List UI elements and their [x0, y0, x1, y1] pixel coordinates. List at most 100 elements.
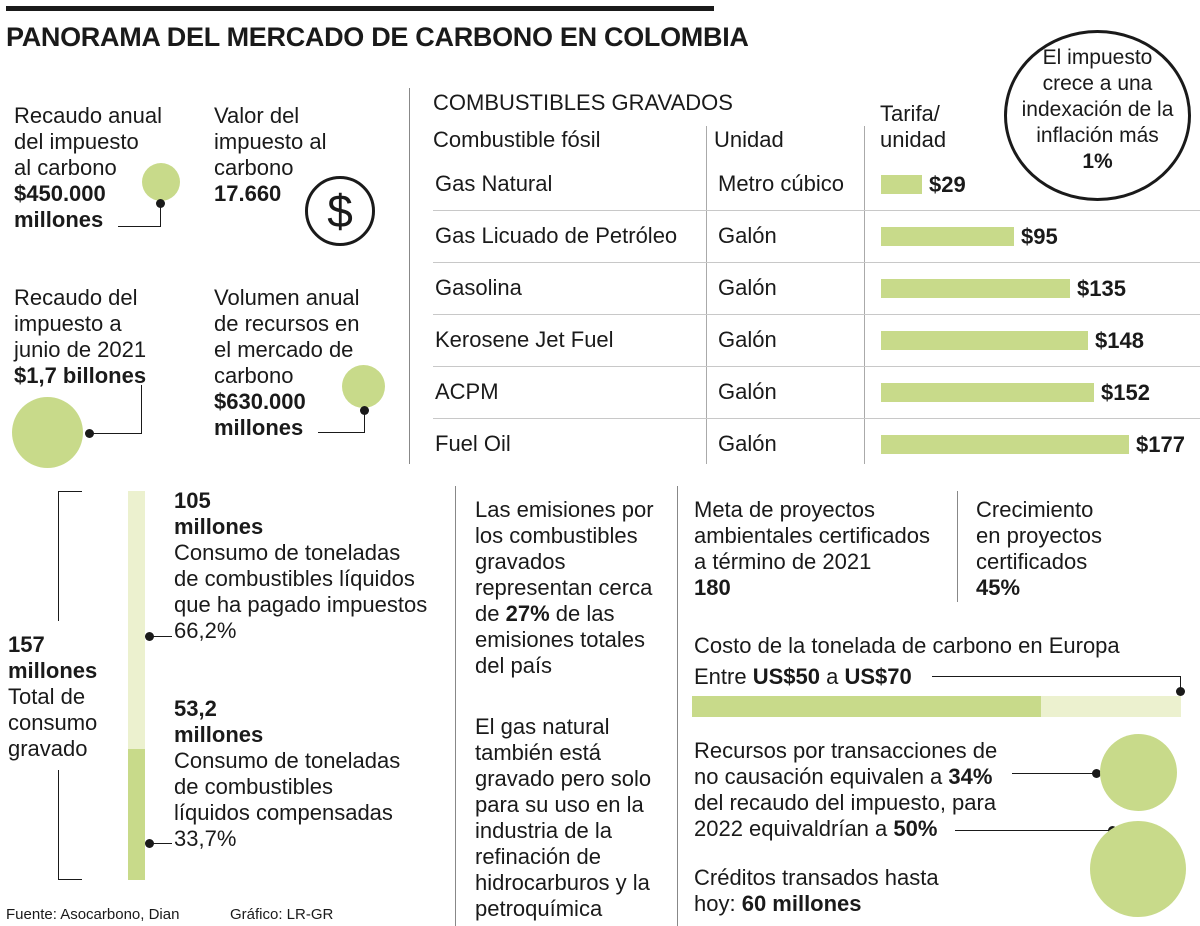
tariff-value-label: $29 [929, 172, 966, 197]
fuel-name: Gas Licuado de Petróleo [435, 223, 678, 248]
stat-label-line: del impuesto [14, 129, 139, 154]
creditos-value: 60 millones [741, 891, 862, 916]
stat-label-line: Volumen anual [214, 285, 360, 310]
stat-label-line: Recaudo del [14, 285, 138, 310]
europa-range-bar [692, 696, 1181, 717]
leader-line [150, 636, 172, 637]
creditos-text: Créditos transados hasta hoy: 60 millone… [694, 865, 939, 917]
recursos-line: del recaudo del impuesto, para [694, 790, 997, 815]
europa-low: US$50 [752, 664, 820, 689]
pagado-value-line: 105 [174, 488, 211, 513]
stat-label-line: de recursos en [214, 311, 360, 336]
compensado-pct: 33,7% [174, 826, 237, 851]
stat-label-line: Valor del [214, 103, 300, 128]
page-title: PANORAMA DEL MERCADO DE CARBONO EN COLOM… [6, 22, 749, 52]
compensado-dot [145, 839, 154, 848]
stat-value: 17.660 [214, 181, 282, 206]
creditos-line: Créditos transados hasta [694, 865, 939, 890]
stat-label-line: carbono [214, 155, 294, 180]
column-divider [677, 486, 678, 926]
recursos-pct-50: 50% [893, 816, 938, 841]
column-divider [409, 88, 410, 464]
volumen-anual-bubble [342, 365, 385, 408]
crecimiento-label-line: en proyectos [976, 523, 1102, 548]
tariff-bar [881, 383, 1094, 402]
crecimiento-proyectos: Crecimiento en proyectos certificados 45… [976, 497, 1102, 601]
fuel-unit: Galón [718, 431, 777, 456]
emisiones-line: del país [475, 653, 553, 678]
crecimiento-label-line: certificados [976, 549, 1088, 574]
table-row-divider [433, 314, 1200, 315]
consumo-total: 157 millones Total de consumo gravado [8, 632, 97, 762]
europa-title: Costo de la tonelada de carbono en Europ… [694, 633, 1120, 658]
segment-compensado [128, 749, 145, 880]
badge-line: inflación más [1036, 124, 1159, 147]
total-label-line: gravado [8, 736, 88, 761]
fuel-unit: Galón [718, 327, 777, 352]
total-value-line: millones [8, 658, 98, 683]
badge-line: crece a una [1042, 72, 1153, 95]
tariff-bar [881, 435, 1129, 454]
badge-value: 1% [1082, 150, 1113, 173]
leader-line [90, 433, 142, 434]
consumo-compensado: 53,2 millones Consumo de toneladas de co… [174, 696, 400, 852]
recursos-dot-34 [1092, 769, 1101, 778]
footer-source: Fuente: Asocarbono, Dian [6, 906, 180, 923]
europa-high: US$70 [844, 664, 912, 689]
emisiones-line: emisiones totales [475, 627, 645, 652]
meta-proyectos: Meta de proyectos ambientales certificad… [694, 497, 930, 601]
emisiones-pre: de [475, 601, 506, 626]
recursos-text: Recursos por transacciones de no causaci… [694, 738, 997, 842]
tariff-bar [881, 175, 922, 194]
gas-note-line: El gas natural [475, 714, 610, 739]
leader-line [150, 843, 172, 844]
leader-dot [360, 406, 369, 415]
pagado-dot [145, 632, 154, 641]
stat-recaudo-junio: Recaudo del impuesto a junio de 2021 $1,… [14, 285, 146, 389]
table-title: COMBUSTIBLES GRAVADOS [433, 90, 733, 115]
stat-valor-impuesto: Valor del impuesto al carbono 17.660 [214, 103, 327, 207]
recursos-line: no causación equivalen a 34% [694, 764, 997, 790]
leader-line [1012, 773, 1096, 774]
stat-value-line: millones [14, 207, 104, 232]
recursos-line: Recursos por transacciones de [694, 738, 998, 763]
stat-value-line: millones [214, 415, 304, 440]
leader-line [318, 432, 365, 433]
gas-note-line: para su uso en la [475, 792, 644, 817]
col-header-unidad-2: unidad [880, 127, 947, 152]
meta-label-line: ambientales certificados [694, 523, 931, 548]
stat-label-line: impuesto al [214, 129, 327, 154]
stat-value-line: $450.000 [14, 181, 106, 206]
stat-value: $1,7 billones [14, 363, 147, 388]
recaudo-junio-bubble [12, 397, 83, 468]
leader-line [1180, 676, 1181, 690]
total-label-line: consumo [8, 710, 98, 735]
table-row-divider [433, 210, 1200, 211]
tariff-value-label: $135 [1077, 276, 1126, 301]
col-header-combustible: Combustible fósil [433, 127, 601, 152]
emisiones-post: de las [549, 601, 615, 626]
leader-line [141, 385, 142, 434]
recursos-pre: no causación equivalen a [694, 764, 949, 789]
recursos-bubble-34 [1100, 734, 1177, 811]
footer-credit: Gráfico: LR-GR [230, 906, 334, 923]
consumo-stacked-bar [128, 491, 145, 880]
crecimiento-label-line: Crecimiento [976, 497, 1094, 522]
bracket-top [58, 491, 82, 492]
recursos-pre: 2022 equivaldrían a [694, 816, 894, 841]
emisiones-line: Las emisiones por [475, 497, 654, 522]
leader-line [955, 830, 1113, 831]
leader-line [118, 226, 161, 227]
stat-label-line: carbono [214, 363, 294, 388]
bracket-left-upper [58, 491, 59, 621]
meta-label-line: Meta de proyectos [694, 497, 875, 522]
top-rule [6, 6, 714, 11]
tariff-value-label: $177 [1136, 432, 1185, 457]
meta-label-line: a término de 2021 [694, 549, 872, 574]
fuel-unit: Galón [718, 275, 777, 300]
compensado-label-line: de combustibles [174, 774, 333, 799]
leader-dot [85, 429, 94, 438]
compensado-value-line: 53,2 [174, 696, 217, 721]
pagado-label-line: de combustibles líquidos [174, 566, 415, 591]
emisiones-pct: 27% [505, 601, 550, 626]
